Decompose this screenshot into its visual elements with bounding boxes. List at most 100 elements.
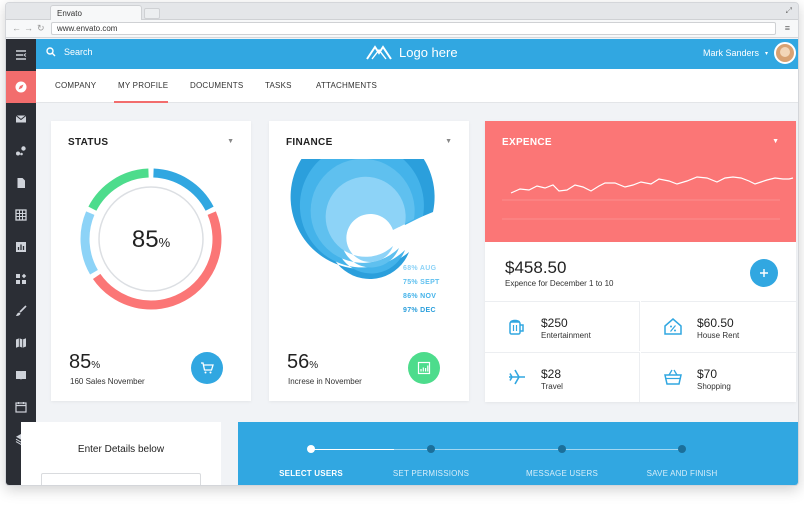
wizard-line-pending: [394, 449, 684, 450]
wizard-step-dot-1[interactable]: [307, 445, 315, 453]
calendar-icon[interactable]: [6, 391, 36, 423]
logo-mountain-icon: [366, 45, 392, 60]
details-card: Enter Details below: [21, 422, 221, 485]
finance-legend-sept: 75% SEPT: [403, 279, 440, 286]
top-bar: Search Logo here Mark Sanders ▾: [36, 39, 798, 69]
status-ring-segment-1: [153, 168, 214, 211]
wizard-step-select-users[interactable]: SELECT USERS: [279, 469, 343, 478]
status-ring-segment-4: [88, 168, 149, 211]
active-tab-indicator: [114, 101, 168, 103]
expence-cell-travel[interactable]: $28 Travel: [485, 352, 640, 402]
browser-tabbar: Envato ⤢: [6, 3, 798, 20]
tab-company[interactable]: COMPANY: [55, 81, 97, 90]
wizard-step-save-and-finish[interactable]: SAVE AND FINISH: [646, 469, 718, 478]
nodes-icon[interactable]: [6, 135, 36, 167]
plus-icon: [760, 269, 768, 277]
travel-value: $28: [541, 367, 562, 381]
address-bar-row: ← → ↻ www.envato.com ≡: [6, 20, 798, 38]
tab-my-profile[interactable]: MY PROFILE: [118, 81, 169, 90]
expence-cell-entertainment[interactable]: $250 Entertainment: [485, 301, 640, 351]
expence-card: EXPENCE ▼ $458.50 Expence for December 1…: [485, 121, 796, 402]
logo[interactable]: Logo here: [366, 44, 458, 60]
expence-sparkline-path: [510, 176, 794, 194]
entertainment-value: $250: [541, 316, 568, 330]
user-name: Mark Sanders: [702, 48, 759, 58]
finance-value: 56%: [287, 351, 319, 373]
tab-documents[interactable]: DOCUMENTS: [190, 81, 244, 90]
book-icon[interactable]: [6, 359, 36, 391]
brush-icon[interactable]: [6, 295, 36, 327]
browser-window: Envato ⤢ ← → ↻ www.envato.com ≡: [5, 2, 799, 486]
user-menu[interactable]: Mark Sanders ▾: [703, 42, 796, 64]
document-icon[interactable]: [6, 167, 36, 199]
status-center-value: 85%: [131, 226, 171, 253]
wizard-step-dot-4[interactable]: [678, 445, 686, 453]
map-icon[interactable]: [6, 327, 36, 359]
plane-icon: [509, 369, 525, 385]
expence-amount: $458.50: [505, 258, 567, 277]
menu-icon[interactable]: [6, 39, 36, 71]
avatar[interactable]: [774, 42, 796, 64]
search-icon: [46, 47, 56, 57]
cart-icon: [201, 362, 214, 374]
expence-caption: Expence for December 1 to 10: [505, 279, 614, 288]
wizard-steps: SELECT USERS SET PERMISSIONS MESSAGE USE…: [238, 422, 798, 485]
browser-tab[interactable]: Envato: [50, 5, 142, 20]
sidebar: [6, 39, 36, 485]
finance-title: FINANCE: [286, 137, 333, 148]
shopping-value: $70: [697, 367, 718, 381]
new-tab-button[interactable]: [144, 8, 160, 19]
expence-sparkline: [502, 176, 794, 220]
url-field[interactable]: www.envato.com: [51, 22, 776, 35]
table-icon[interactable]: [6, 199, 36, 231]
expence-dropdown-icon[interactable]: ▼: [772, 138, 779, 145]
back-icon[interactable]: ←: [12, 23, 21, 33]
status-value: 85%: [69, 351, 101, 373]
bar-chart-icon: [417, 361, 431, 375]
status-ring-segment-2: [92, 211, 222, 310]
expence-title: EXPENCE: [502, 137, 552, 148]
finance-chart-button[interactable]: [408, 352, 440, 384]
details-input[interactable]: [41, 473, 201, 485]
travel-label: Travel: [541, 382, 563, 391]
wizard-step-dot-3[interactable]: [558, 445, 566, 453]
forward-icon[interactable]: →: [24, 23, 33, 33]
status-donut: [80, 168, 222, 310]
finance-radial-chart: [290, 159, 435, 279]
chart-icon[interactable]: [6, 231, 36, 263]
wizard-step-set-permissions[interactable]: SET PERMISSIONS: [392, 469, 470, 478]
expence-header: EXPENCE ▼: [485, 121, 796, 242]
entertainment-label: Entertainment: [541, 331, 591, 340]
finance-card: FINANCE ▼ 68% AUG 75% SEPT 86% NOV 97% D…: [269, 121, 469, 401]
tab-attachments[interactable]: ATTACHMENTS: [316, 81, 378, 90]
logo-text: Logo here: [399, 44, 458, 60]
cart-button[interactable]: [191, 352, 223, 384]
tab-tasks[interactable]: TASKS: [265, 81, 292, 90]
add-expence-button[interactable]: [750, 259, 778, 287]
status-ring-segment-3: [80, 211, 98, 275]
status-card: STATUS ▼ 85% 85% 160 Sales November: [51, 121, 251, 401]
house-rent-value: $60.50: [697, 316, 734, 330]
finance-legend-aug: 68% AUG: [403, 265, 437, 272]
expence-cell-house-rent[interactable]: $60.50 House Rent: [641, 301, 796, 351]
details-title: Enter Details below: [77, 444, 165, 455]
search-box[interactable]: Search: [46, 47, 93, 57]
profile-tabs: COMPANY MY PROFILE DOCUMENTS TASKS ATTAC…: [36, 69, 798, 103]
expence-cell-shopping[interactable]: $70 Shopping: [641, 352, 796, 402]
compass-icon[interactable]: [6, 71, 36, 103]
browser-menu-icon[interactable]: ≡: [784, 23, 790, 33]
status-inner-ring: [98, 186, 204, 292]
mail-icon[interactable]: [6, 103, 36, 135]
reload-icon[interactable]: ↻: [37, 23, 45, 33]
finance-legend-nov: 86% NOV: [403, 293, 437, 300]
house-percent-icon: [664, 318, 682, 335]
chevron-down-icon: ▾: [764, 50, 768, 57]
wizard-step-dot-2[interactable]: [427, 445, 435, 453]
status-dropdown-icon[interactable]: ▼: [227, 138, 234, 145]
widgets-icon[interactable]: [6, 263, 36, 295]
wizard-line-done: [310, 449, 394, 450]
window-resize-icon[interactable]: ⤢: [785, 6, 792, 15]
shopping-label: Shopping: [697, 382, 731, 391]
wizard-step-message-users[interactable]: MESSAGE USERS: [526, 469, 598, 478]
finance-dropdown-icon[interactable]: ▼: [445, 138, 452, 145]
